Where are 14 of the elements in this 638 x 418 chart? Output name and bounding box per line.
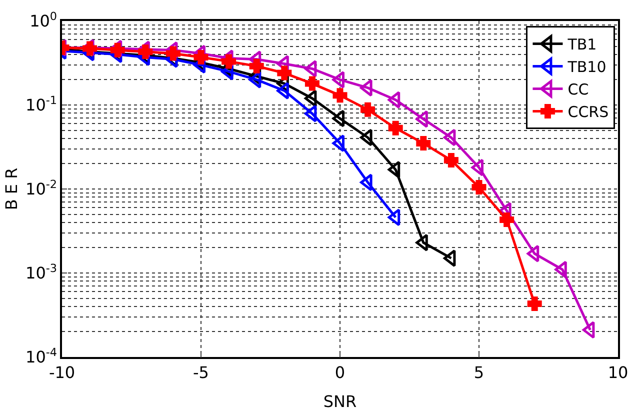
x-axis-title: SNR (323, 392, 357, 412)
x-tick-label: -5 (193, 362, 209, 382)
legend-label: CCRS (568, 103, 609, 122)
y-tick-label: 10$^{0}$ (30, 10, 58, 31)
legend-label: TB1 (566, 36, 597, 54)
legend-label: CC (568, 80, 589, 99)
y-tick-label: 10$^{-3}$ (26, 262, 58, 283)
y-tick-label: 10$^{-2}$ (26, 178, 58, 199)
y-tick-label: 10$^{-1}$ (26, 94, 58, 115)
legend-label: TB10 (566, 58, 606, 76)
x-tick-label: 5 (474, 362, 484, 382)
x-tick-label: 0 (334, 362, 346, 382)
y-axis-title: B E R (2, 168, 21, 210)
x-tick-label: 10 (608, 362, 628, 382)
